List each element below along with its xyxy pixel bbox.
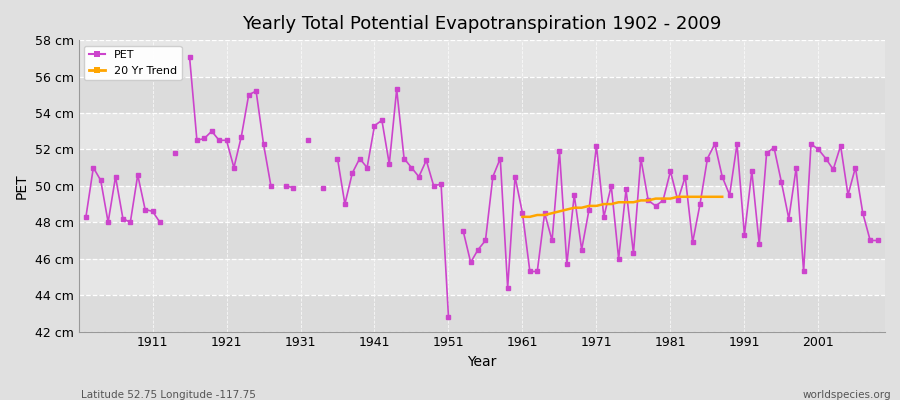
Bar — [78, 113, 885, 150]
Bar — [78, 40, 885, 76]
Y-axis label: PET: PET — [15, 173, 29, 199]
Text: worldspecies.org: worldspecies.org — [803, 390, 891, 400]
Bar — [78, 76, 885, 113]
Bar — [78, 295, 885, 332]
Title: Yearly Total Potential Evapotranspiration 1902 - 2009: Yearly Total Potential Evapotranspiratio… — [242, 15, 722, 33]
Bar — [78, 259, 885, 295]
Bar — [78, 222, 885, 259]
X-axis label: Year: Year — [467, 355, 497, 369]
Legend: PET, 20 Yr Trend: PET, 20 Yr Trend — [84, 46, 182, 80]
Bar — [78, 186, 885, 222]
Text: Latitude 52.75 Longitude -117.75: Latitude 52.75 Longitude -117.75 — [81, 390, 256, 400]
Bar — [78, 150, 885, 186]
